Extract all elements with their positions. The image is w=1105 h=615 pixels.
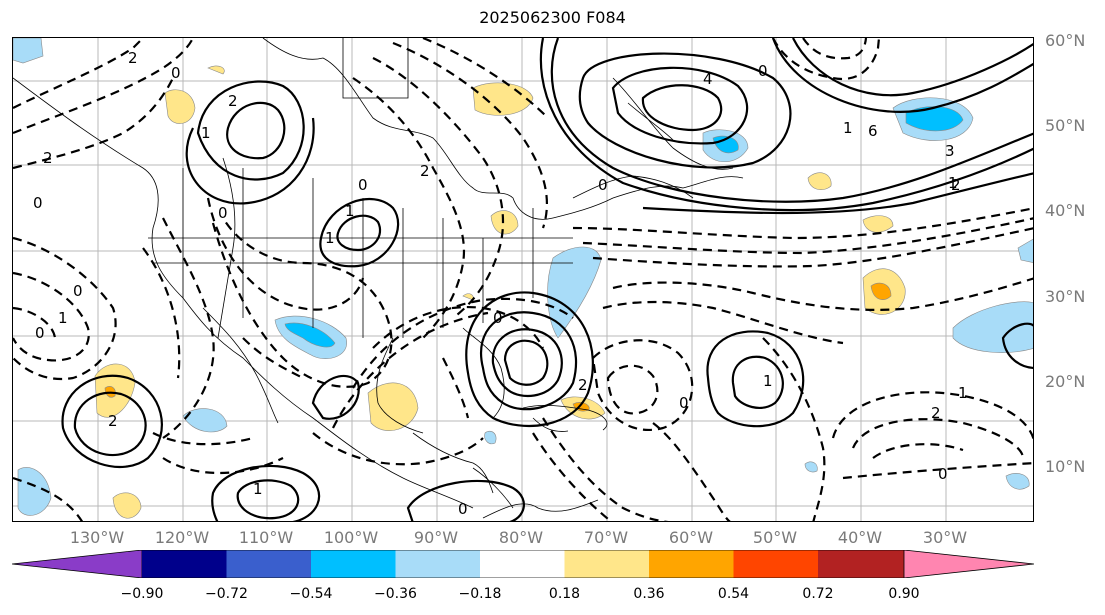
colorbar-tick-label: −0.36 <box>374 586 417 602</box>
contour-label: 0 <box>171 64 181 82</box>
contour-label: 2 <box>108 412 118 430</box>
lat-label: 50°N <box>1045 116 1086 135</box>
lon-label: 120°W <box>154 528 210 547</box>
contour-label: 2 <box>228 92 238 110</box>
colorbar-tick-label: −0.72 <box>205 586 248 602</box>
lat-label: 10°N <box>1045 457 1086 476</box>
lat-label: 20°N <box>1045 372 1086 391</box>
colorbar-segment <box>311 550 396 578</box>
lat-label: 60°N <box>1045 31 1086 50</box>
colorbar-segment <box>564 550 649 578</box>
colorbar-tick-label: 0.72 <box>802 586 834 602</box>
lat-label: 40°N <box>1045 201 1086 220</box>
colorbar-tick-label: 0.18 <box>548 586 581 602</box>
colorbar-segment <box>142 550 227 578</box>
contour-label: 0 <box>598 176 608 194</box>
map-panel: 2 0 2 4 0 1 6 3 1 0 0 2 0 2 1 1 1 0 0 0 … <box>12 37 1034 522</box>
contour-label: 0 <box>35 324 45 342</box>
colorbar-segment <box>480 550 565 578</box>
colorbar-tick-label: −0.54 <box>289 586 333 602</box>
negative-contours <box>13 38 1033 521</box>
contour-label: 1 <box>253 480 263 498</box>
colorbar-segment <box>649 550 734 578</box>
colorbar-tick-label: 0.54 <box>717 586 750 602</box>
colorbar-tick-label: 0.36 <box>633 586 665 602</box>
contour-label: 0 <box>679 394 689 412</box>
colorbar-segment <box>226 550 311 578</box>
colorbar-tick-label: −0.18 <box>458 586 502 602</box>
colorbar <box>12 550 1034 578</box>
contour-label: 0 <box>493 309 503 327</box>
lon-label: 40°W <box>837 528 883 547</box>
lon-label: 60°W <box>668 528 714 547</box>
colorbar-tick-label: 0.90 <box>888 586 920 602</box>
colorbar-segment <box>733 550 818 578</box>
contour-label: 2 <box>43 149 53 167</box>
contour-label: 0 <box>358 176 368 194</box>
contour-label: 1 <box>948 174 958 192</box>
colorbar-segment <box>818 550 904 578</box>
lon-label: 70°W <box>583 528 629 547</box>
lon-label: 30°W <box>922 528 968 547</box>
contour-label: 0 <box>33 194 43 212</box>
lon-label: 100°W <box>323 528 379 547</box>
contour-label: 0 <box>73 282 83 300</box>
map-canvas: 2 0 2 4 0 1 6 3 1 0 0 2 0 2 1 1 1 0 0 0 … <box>13 38 1033 521</box>
contour-label: 0 <box>938 465 948 483</box>
coastlines <box>13 38 744 519</box>
contour-label: 1 <box>958 384 968 402</box>
contour-label: 1 <box>763 372 773 390</box>
contour-label: 6 <box>868 122 878 140</box>
contour-label: 1 <box>58 309 68 327</box>
contour-label: 0 <box>218 204 228 222</box>
lat-label: 30°N <box>1045 287 1086 306</box>
contour-label: 2 <box>578 376 588 394</box>
contour-label: 0 <box>458 500 468 518</box>
lon-label: 90°W <box>413 528 459 547</box>
contour-label: 2 <box>951 176 961 194</box>
lon-label: 80°W <box>498 528 544 547</box>
colorbar-extend-high <box>903 550 1034 578</box>
lon-label: 110°W <box>238 528 294 547</box>
contour-label: 2 <box>128 49 138 67</box>
contour-label: 1 <box>201 124 211 142</box>
contour-label: 1 <box>843 119 853 137</box>
lon-label: 130°W <box>69 528 125 547</box>
colorbar-tick-label: −0.90 <box>120 586 164 602</box>
contour-label: 1 <box>325 229 335 247</box>
contour-label: 2 <box>931 404 941 422</box>
contour-labels: 2 0 2 4 0 1 6 3 1 0 0 2 0 2 1 1 1 0 0 0 … <box>33 49 968 518</box>
contour-label: 3 <box>945 142 955 160</box>
contour-label: 4 <box>703 70 713 88</box>
contour-label: 2 <box>420 162 430 180</box>
map-title: 2025062300 F084 <box>479 8 626 27</box>
contour-label: 1 <box>345 202 355 220</box>
lon-label: 50°W <box>752 528 798 547</box>
colorbar-extend-low <box>12 550 143 578</box>
colorbar-segment <box>395 550 480 578</box>
contour-label: 0 <box>758 62 768 80</box>
